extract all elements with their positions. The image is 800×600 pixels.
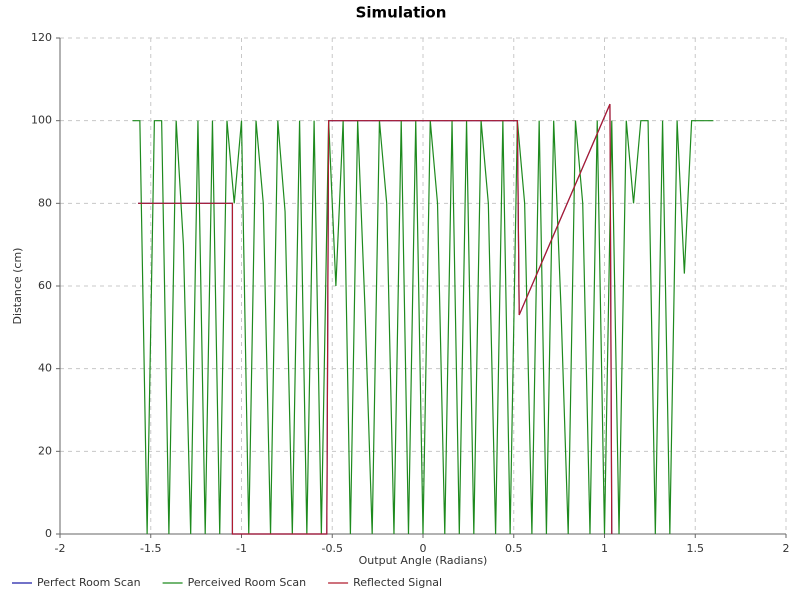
chart-title: Simulation: [356, 4, 447, 22]
legend-label: Perceived Room Scan: [188, 576, 307, 589]
y-tick-label: 80: [38, 196, 52, 209]
x-tick-label: -0.5: [322, 542, 343, 555]
series-line: [132, 120, 714, 535]
y-axis-label: Distance (cm): [11, 248, 24, 325]
y-tick-label: 60: [38, 279, 52, 292]
y-tick-label: 40: [38, 362, 52, 375]
x-axis-label: Output Angle (Radians): [359, 554, 488, 567]
x-tick-label: -1.5: [140, 542, 161, 555]
legend-label: Perfect Room Scan: [37, 576, 141, 589]
x-tick-label: 2: [783, 542, 790, 555]
x-tick-label: 1.5: [687, 542, 705, 555]
y-tick-label: 0: [45, 527, 52, 540]
x-tick-label: -2: [55, 542, 66, 555]
y-tick-label: 100: [31, 114, 52, 127]
x-tick-label: 0.5: [505, 542, 523, 555]
legend-label: Reflected Signal: [353, 576, 442, 589]
x-tick-label: -1: [236, 542, 247, 555]
x-tick-label: 1: [601, 542, 608, 555]
y-tick-label: 120: [31, 31, 52, 44]
y-tick-label: 20: [38, 444, 52, 457]
x-tick-label: 0: [420, 542, 427, 555]
series-line: [138, 103, 613, 535]
